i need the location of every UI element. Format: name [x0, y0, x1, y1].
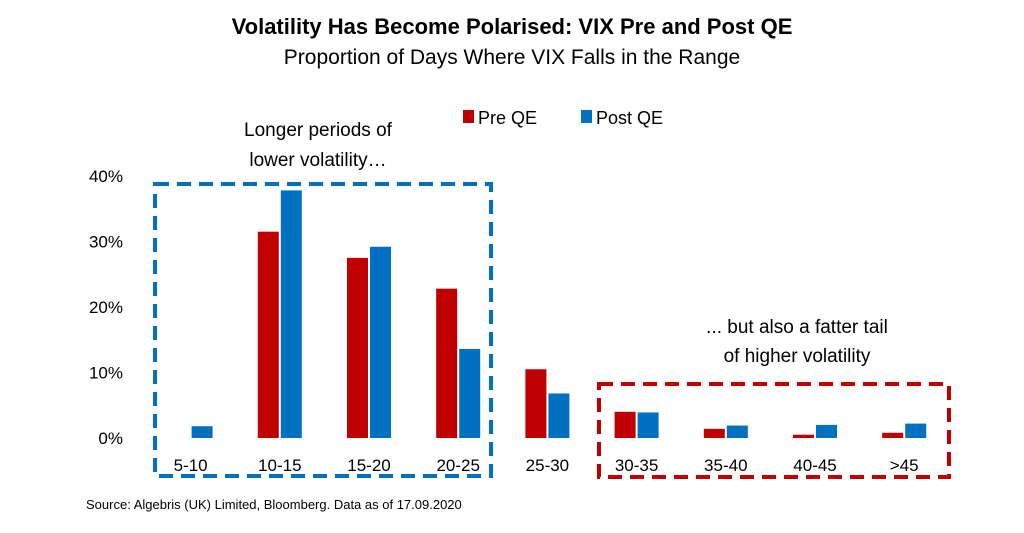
legend: Pre QE Post QE: [463, 108, 663, 128]
x-category-label: 25-30: [526, 456, 569, 475]
bar-pre-qe-10-15: [257, 231, 279, 438]
bars: [191, 190, 927, 438]
y-tick-label: 20%: [89, 298, 123, 317]
y-tick-label: 0%: [98, 429, 123, 448]
bar-post-qe-35-40: [726, 425, 748, 438]
legend-swatch-post-qe: [581, 110, 592, 123]
chart-title: Volatility Has Become Polarised: VIX Pre…: [231, 14, 793, 39]
x-category-label: 15-20: [347, 456, 390, 475]
legend-swatch-pre-qe: [463, 110, 474, 123]
annotation-right-line1: ... but also a fatter tail: [706, 317, 888, 338]
legend-label-post-qe: Post QE: [596, 108, 663, 128]
annotation-right-line2: of higher volatility: [724, 346, 871, 367]
annotation-left-line2: lower volatility…: [249, 150, 386, 171]
source-note: Source: Algebris (UK) Limited, Bloomberg…: [86, 497, 462, 512]
x-category-label: 35-40: [704, 456, 747, 475]
legend-label-pre-qe: Pre QE: [478, 108, 537, 128]
x-axis-labels: 5-10 10-15 15-20 20-25 25-30 30-35 35-40 40-45 >…: [174, 456, 919, 475]
bar-post-qe-5-10: [191, 426, 213, 438]
bar-pre-qe-30-35: [614, 411, 636, 438]
left-highlight-box: [153, 182, 493, 478]
bar-pre-qe-20-25: [436, 288, 458, 438]
bar-post-qe-20-25: [459, 348, 481, 438]
bar-post-qe-25-30: [548, 393, 570, 438]
bar-post-qe-40-45: [816, 424, 837, 438]
right-highlight-box: [597, 382, 951, 479]
y-tick-label: 40%: [89, 167, 123, 186]
annotation-left-line1: Longer periods of: [244, 120, 393, 141]
bar-pre-qe-35-40: [703, 428, 725, 438]
y-tick-label: 30%: [89, 233, 123, 252]
bar-post-qe->45: [905, 423, 927, 438]
bar-post-qe-15-20: [370, 246, 391, 438]
bar-pre-qe->45: [882, 432, 904, 438]
x-category-label: 40-45: [793, 456, 836, 475]
bar-pre-qe-40-45: [793, 434, 814, 438]
bar-pre-qe-15-20: [347, 257, 368, 438]
bar-post-qe-10-15: [280, 190, 302, 438]
x-category-label: 10-15: [258, 456, 301, 475]
chart-subtitle: Proportion of Days Where VIX Falls in th…: [283, 46, 741, 69]
y-tick-label: 10%: [89, 364, 123, 383]
bar-post-qe-30-35: [637, 412, 659, 438]
x-category-label: 30-35: [615, 456, 658, 475]
x-category-label: 20-25: [436, 456, 479, 475]
x-category-label: 5-10: [174, 456, 208, 475]
y-axis: 0% 10% 20% 30% 40%: [89, 167, 123, 448]
x-category-label: >45: [890, 456, 919, 475]
bar-pre-qe-25-30: [525, 369, 547, 438]
